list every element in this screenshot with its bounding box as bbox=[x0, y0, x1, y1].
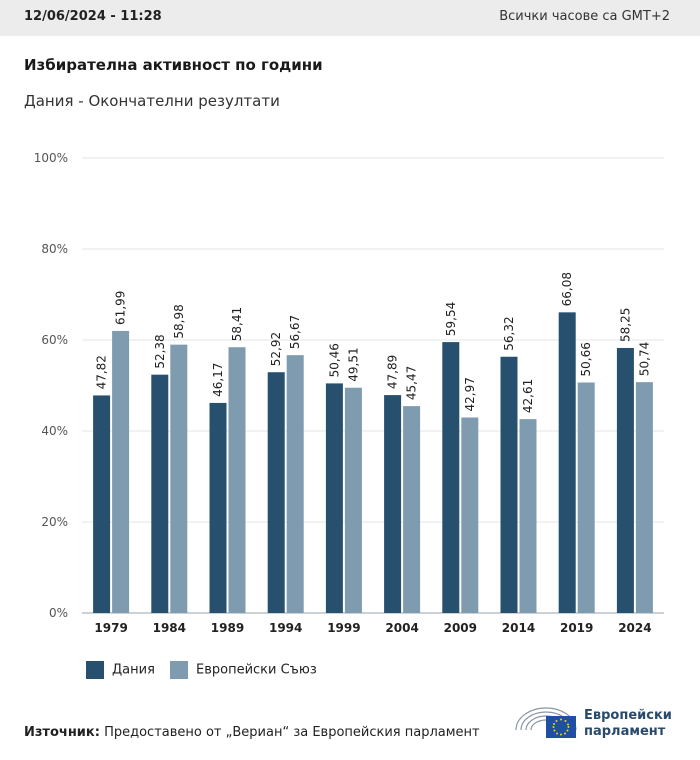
data-label: 50,74 bbox=[637, 342, 651, 376]
data-label: 49,51 bbox=[346, 347, 360, 381]
bar-eu bbox=[577, 382, 595, 613]
legend-swatch-denmark bbox=[86, 661, 104, 679]
bar-chart: 0% 20% 40% 60% 80% 100% 47,82 61,99 1979 52,38 58,… bbox=[34, 151, 664, 635]
chart-subtitle: Дания - Окончателни резултати bbox=[24, 92, 280, 110]
data-label: 58,25 bbox=[618, 308, 632, 342]
logo-text: Европейски парламент bbox=[584, 708, 672, 740]
y-tick-label: 0% bbox=[49, 606, 68, 620]
data-label: 47,82 bbox=[95, 355, 109, 389]
data-label: 47,89 bbox=[386, 355, 400, 389]
logo-line1: Европейски bbox=[584, 708, 672, 723]
data-label: 52,92 bbox=[269, 332, 283, 366]
datetime: 12/06/2024 - 11:28 bbox=[24, 9, 162, 24]
data-label: 61,99 bbox=[114, 291, 128, 325]
bar-denmark bbox=[93, 395, 111, 613]
x-tick-label: 1979 bbox=[94, 621, 127, 635]
legend-item-denmark: Дания bbox=[86, 661, 155, 679]
bar-denmark bbox=[209, 402, 227, 613]
data-label: 59,54 bbox=[444, 302, 458, 336]
bar-denmark bbox=[442, 342, 460, 613]
data-label: 50,46 bbox=[327, 343, 341, 377]
y-tick-label: 20% bbox=[41, 515, 68, 529]
source-note: Източник: Предоставено от „Вериан“ за Ев… bbox=[24, 725, 480, 740]
x-tick-label: 1994 bbox=[269, 621, 302, 635]
x-tick-label: 1999 bbox=[327, 621, 360, 635]
bar-eu bbox=[403, 406, 421, 613]
bar-eu bbox=[170, 344, 188, 613]
source-label: Източник: bbox=[24, 725, 100, 740]
data-label: 58,98 bbox=[172, 304, 186, 338]
bar-eu bbox=[519, 419, 537, 613]
data-label: 56,67 bbox=[288, 315, 302, 349]
bar-denmark bbox=[384, 395, 402, 613]
bar-denmark bbox=[616, 347, 634, 613]
bar-eu bbox=[112, 330, 130, 613]
parliament-hemicycle-icon bbox=[515, 707, 577, 738]
x-tick-label: 1984 bbox=[153, 621, 186, 635]
timezone-note: Всички часове са GMT+2 bbox=[499, 9, 670, 24]
data-label: 45,47 bbox=[405, 366, 419, 400]
y-tick-label: 100% bbox=[34, 151, 68, 165]
bar-eu bbox=[461, 417, 479, 613]
bar-denmark bbox=[500, 356, 518, 613]
x-tick-label: 2024 bbox=[618, 621, 651, 635]
bar-denmark bbox=[558, 312, 576, 613]
data-label: 56,32 bbox=[502, 316, 516, 350]
legend-label-eu: Европейски Съюз bbox=[196, 662, 317, 678]
data-label: 50,66 bbox=[579, 342, 593, 376]
x-tick-label: 1989 bbox=[211, 621, 244, 635]
legend-swatch-eu bbox=[170, 661, 188, 679]
data-label: 46,17 bbox=[211, 363, 225, 397]
x-tick-label: 2009 bbox=[444, 621, 477, 635]
bar-denmark bbox=[267, 372, 285, 613]
y-tick-label: 60% bbox=[41, 333, 68, 347]
x-tick-label: 2004 bbox=[385, 621, 418, 635]
bar-eu bbox=[635, 382, 653, 613]
bar-eu bbox=[286, 355, 304, 613]
bar-denmark bbox=[325, 383, 343, 613]
legend-label-denmark: Дания bbox=[112, 662, 155, 678]
legend-item-eu: Европейски Съюз bbox=[170, 661, 317, 679]
bar-eu bbox=[228, 347, 246, 613]
data-label: 58,41 bbox=[230, 307, 244, 341]
bar-eu bbox=[344, 387, 362, 613]
x-tick-label: 2019 bbox=[560, 621, 593, 635]
y-tick-label: 80% bbox=[41, 242, 68, 256]
source-text: Предоставено от „Вериан“ за Европейския … bbox=[104, 725, 480, 740]
european-parliament-logo: Европейски парламент bbox=[512, 700, 692, 744]
bar-denmark bbox=[151, 374, 169, 613]
data-label: 52,38 bbox=[153, 334, 167, 368]
data-label: 42,61 bbox=[521, 379, 535, 413]
eu-flag-icon bbox=[546, 716, 576, 738]
data-label: 42,97 bbox=[463, 377, 477, 411]
top-bar: 12/06/2024 - 11:28 Всички часове са GMT+… bbox=[0, 0, 700, 36]
chart-title: Избирателна активност по години bbox=[24, 56, 323, 74]
y-tick-label: 40% bbox=[41, 424, 68, 438]
logo-line2: парламент bbox=[584, 724, 666, 739]
data-label: 66,08 bbox=[560, 272, 574, 306]
x-tick-label: 2014 bbox=[502, 621, 535, 635]
